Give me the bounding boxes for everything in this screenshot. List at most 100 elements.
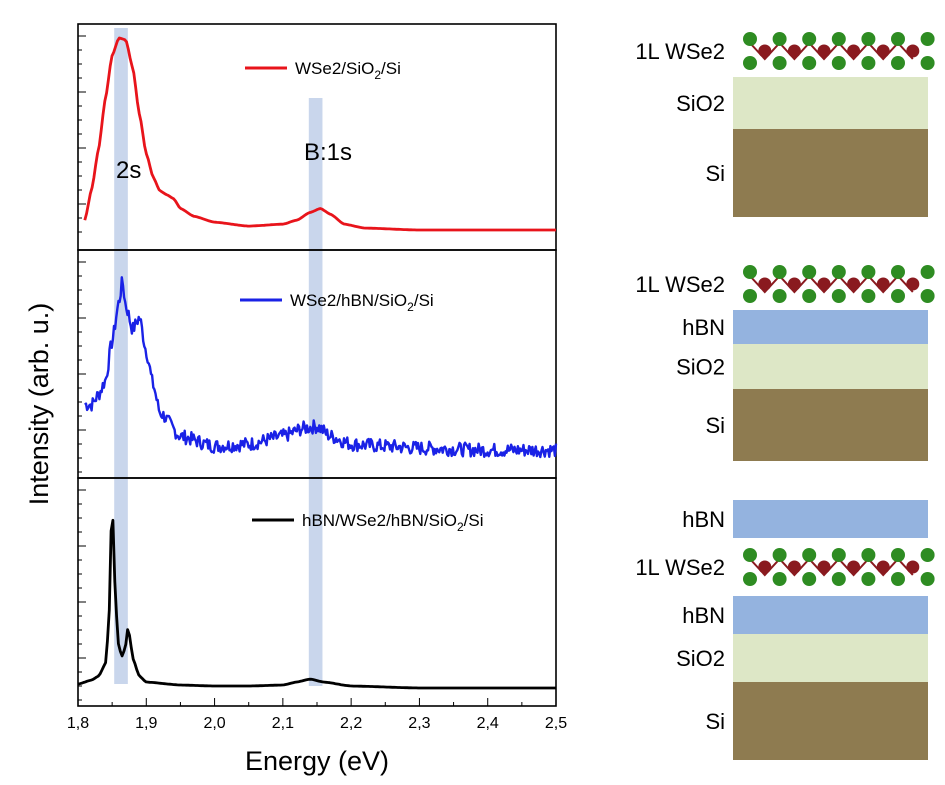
w-atom bbox=[787, 277, 801, 291]
se-atom-bottom bbox=[802, 56, 817, 70]
w-atom bbox=[906, 560, 920, 574]
w-atom bbox=[758, 560, 772, 574]
series-line-3 bbox=[77, 518, 556, 690]
x-tick-label: 1,8 bbox=[67, 715, 89, 732]
se-atom-bottom bbox=[861, 289, 876, 303]
w-atom bbox=[847, 277, 861, 291]
w-atom bbox=[787, 560, 801, 574]
legend-label-main: WSe2/hBN/SiO bbox=[290, 291, 407, 310]
x-tick-label: 2,4 bbox=[477, 715, 499, 732]
legend-label-sub: 2 bbox=[457, 520, 464, 534]
layer-label: 1L WSe2 bbox=[635, 39, 725, 64]
w-atom bbox=[876, 44, 890, 58]
layer-hbn bbox=[733, 500, 928, 538]
se-atom-bottom bbox=[920, 289, 935, 303]
se-atom-top bbox=[743, 265, 757, 279]
se-atom-bottom bbox=[831, 289, 846, 303]
se-atom-bottom bbox=[891, 56, 905, 70]
w-atom bbox=[817, 560, 831, 574]
annotation-2s: 2s bbox=[116, 157, 141, 184]
stack-2: 1L WSe2 hBN SiO2 Si bbox=[635, 265, 935, 461]
layer-si bbox=[733, 129, 928, 217]
legend-label-tail: /Si bbox=[381, 59, 401, 78]
x-tick-label: 2,5 bbox=[545, 715, 567, 732]
layer-hbn bbox=[733, 596, 928, 634]
layer-hbn bbox=[733, 310, 928, 344]
w-atom bbox=[906, 44, 920, 58]
stack-1: 1L WSe2 SiO2 Si bbox=[635, 32, 935, 217]
se-atom-top bbox=[802, 32, 817, 46]
layer-label: SiO2 bbox=[676, 91, 725, 116]
x-tick-label: 2,1 bbox=[272, 715, 294, 732]
w-atom bbox=[876, 560, 890, 574]
legend-label: WSe2/SiO2/Si bbox=[295, 59, 401, 82]
x-tick-label: 2,2 bbox=[340, 715, 362, 732]
stack-3: hBN 1L WSe2 hBN SiO2 Si bbox=[635, 500, 935, 760]
se-atom-top bbox=[861, 32, 876, 46]
se-atom-bottom bbox=[743, 56, 757, 70]
se-atom-top bbox=[831, 265, 846, 279]
y-axis-title: Intensity (arb. u.) bbox=[24, 303, 54, 506]
se-atom-top bbox=[743, 32, 757, 46]
se-atom-top bbox=[920, 265, 935, 279]
se-atom-top bbox=[802, 548, 817, 562]
se-atom-bottom bbox=[920, 56, 935, 70]
layer-label: 1L WSe2 bbox=[635, 555, 725, 580]
layer-si bbox=[733, 682, 928, 760]
layer-label: 1L WSe2 bbox=[635, 272, 725, 297]
annotation-b1s: B:1s bbox=[304, 139, 352, 166]
se-atom-top bbox=[891, 265, 905, 279]
se-atom-bottom bbox=[861, 56, 876, 70]
se-atom-bottom bbox=[891, 572, 905, 586]
se-atom-top bbox=[802, 265, 817, 279]
w-atom bbox=[758, 44, 772, 58]
w-atom bbox=[906, 277, 920, 291]
legend-label-main: WSe2/SiO bbox=[295, 59, 374, 78]
layer-sio2 bbox=[733, 344, 928, 389]
layer-label: hBN bbox=[682, 507, 725, 532]
w-atom bbox=[847, 560, 861, 574]
x-tick-label: 2,0 bbox=[203, 715, 225, 732]
legend-label-tail: /Si bbox=[464, 511, 484, 530]
series-line-1 bbox=[83, 36, 556, 232]
band-B1s bbox=[308, 98, 323, 686]
se-atom-bottom bbox=[743, 289, 757, 303]
x-axis-title: Energy (eV) bbox=[245, 746, 389, 776]
se-atom-bottom bbox=[920, 572, 935, 586]
w-atom bbox=[876, 277, 890, 291]
w-atom bbox=[817, 277, 831, 291]
legend-label: hBN/WSe2/hBN/SiO2/Si bbox=[302, 511, 483, 534]
se-atom-bottom bbox=[831, 56, 846, 70]
layer-sio2 bbox=[733, 77, 928, 129]
band-2s bbox=[114, 28, 128, 684]
se-atom-bottom bbox=[772, 289, 787, 303]
se-atom-bottom bbox=[861, 572, 876, 586]
layer-label: Si bbox=[705, 413, 725, 438]
se-atom-bottom bbox=[772, 572, 787, 586]
se-atom-top bbox=[891, 32, 905, 46]
se-atom-top bbox=[920, 32, 935, 46]
se-atom-top bbox=[772, 265, 787, 279]
series-line-2 bbox=[84, 276, 558, 459]
highlight-bands bbox=[114, 28, 323, 686]
legend-label-sub: 2 bbox=[374, 68, 381, 82]
legend-label-sub: 2 bbox=[407, 300, 414, 314]
se-atom-bottom bbox=[802, 572, 817, 586]
layer-label: SiO2 bbox=[676, 355, 725, 380]
w-atom bbox=[817, 44, 831, 58]
se-atom-top bbox=[772, 32, 787, 46]
layer-label: Si bbox=[705, 161, 725, 186]
layer-label: SiO2 bbox=[676, 646, 725, 671]
legend-label-tail: /Si bbox=[414, 291, 434, 310]
se-atom-top bbox=[920, 548, 935, 562]
se-atom-top bbox=[831, 548, 846, 562]
w-atom bbox=[758, 277, 772, 291]
se-atom-bottom bbox=[831, 572, 846, 586]
layer-si bbox=[733, 389, 928, 461]
layer-label: hBN bbox=[682, 603, 725, 628]
x-tick-label: 1,9 bbox=[135, 715, 157, 732]
w-atom bbox=[847, 44, 861, 58]
se-atom-bottom bbox=[743, 572, 757, 586]
se-atom-top bbox=[861, 548, 876, 562]
